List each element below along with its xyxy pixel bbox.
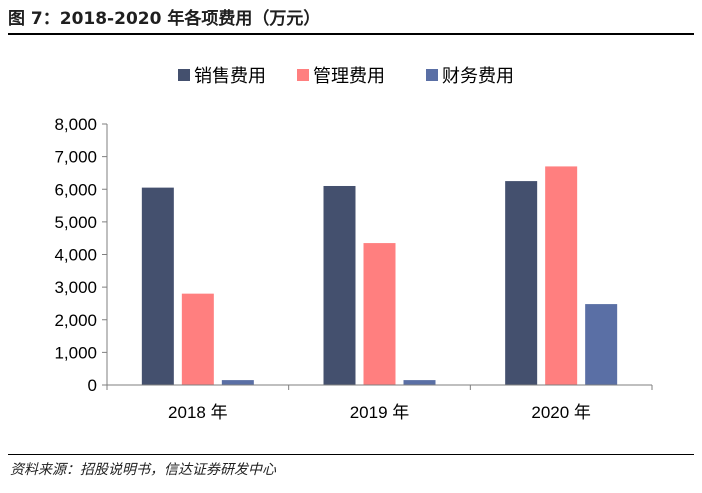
legend-swatch [178, 69, 190, 81]
legend-swatch [297, 69, 309, 81]
y-tick-label: 5,000 [54, 213, 97, 232]
bar-1-2 [323, 185, 356, 385]
y-tick-label: 7,000 [54, 148, 97, 167]
y-tick-label: 3,000 [54, 278, 97, 297]
source-note: 资料来源：招股说明书，信达证券研发中心 [10, 462, 276, 478]
legend-label: 管理费用 [313, 66, 385, 87]
legend: 销售费用 管理费用 财务费用 [178, 66, 514, 87]
y-tick-label: 8,000 [54, 115, 97, 134]
y-tick-label: 0 [88, 376, 97, 395]
bar-3-3 [585, 304, 618, 385]
bar-2-2 [363, 243, 396, 385]
y-tick-label: 6,000 [54, 180, 97, 199]
x-tick-label: 2020 年 [531, 403, 591, 422]
y-tick-label: 4,000 [54, 246, 97, 265]
bar-2-3 [545, 166, 578, 385]
legend-label: 销售费用 [194, 66, 266, 87]
bar-3-2 [403, 380, 436, 385]
bar-2-1 [181, 293, 214, 385]
x-tick-label: 2018 年 [168, 403, 228, 422]
bar-1-3 [505, 181, 538, 385]
legend-swatch [426, 69, 438, 81]
y-tick-label: 2,000 [54, 311, 97, 330]
source-rule [8, 454, 694, 455]
chart-title: 图 7：2018-2020 年各项费用（万元） [8, 9, 321, 29]
y-axis: 0 1,000 2,000 3,000 4,000 5,000 6,000 7,000 8,00… [54, 115, 108, 395]
x-axis: 2018 年 2019 年 2020 年 [106, 384, 653, 422]
bars [141, 166, 618, 385]
x-tick-label: 2019 年 [350, 403, 410, 422]
bar-1-1 [141, 187, 174, 385]
bar-3-1 [221, 380, 254, 385]
y-tick-label: 1,000 [54, 343, 97, 362]
legend-label: 财务费用 [442, 66, 514, 87]
title-rule [8, 33, 694, 35]
